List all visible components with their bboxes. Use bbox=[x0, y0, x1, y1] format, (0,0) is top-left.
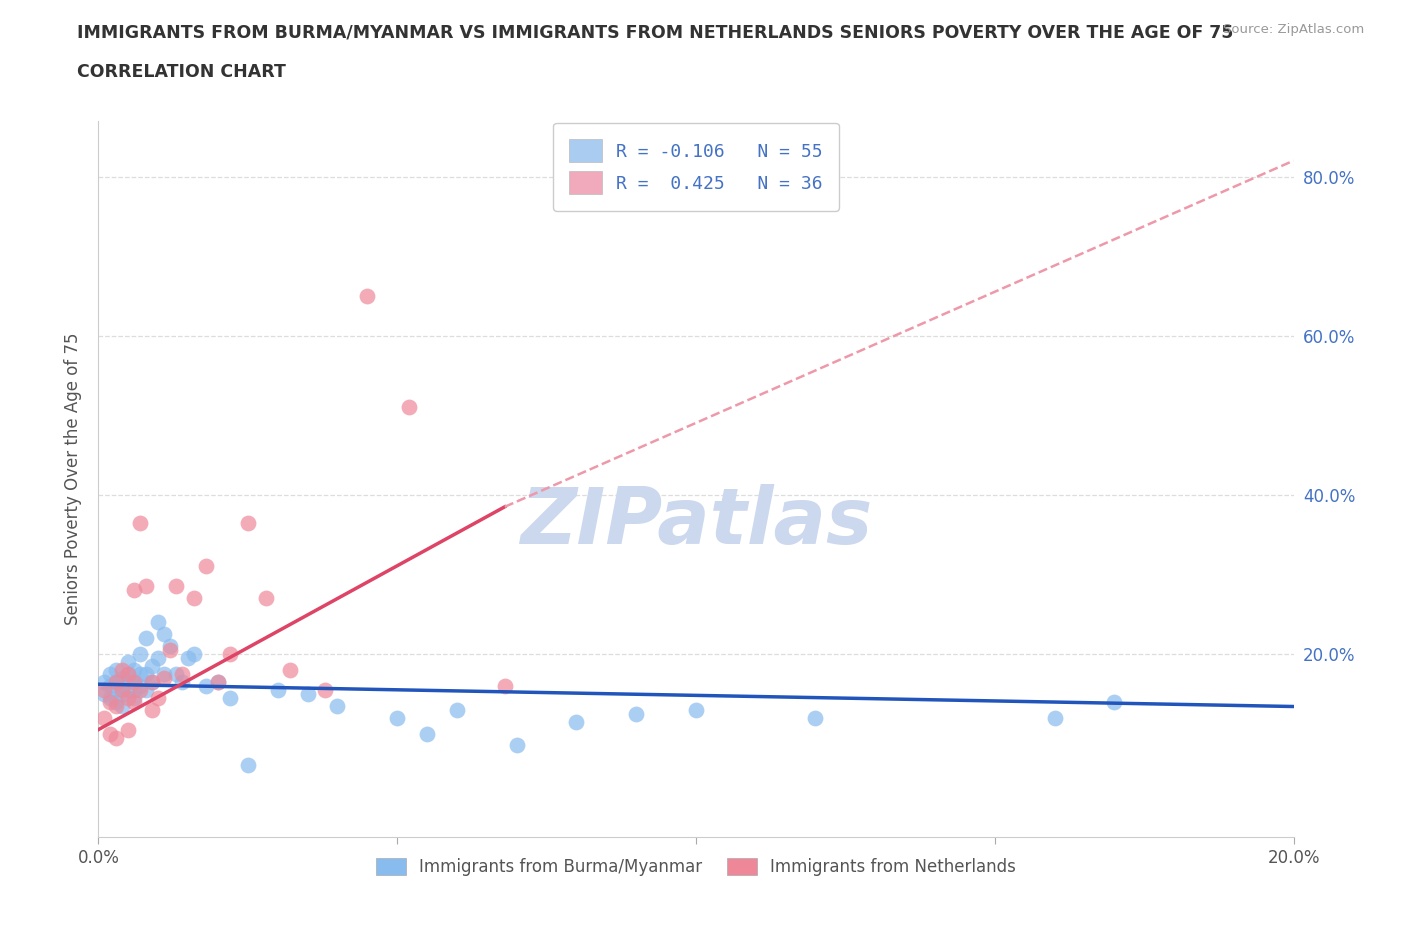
Text: CORRELATION CHART: CORRELATION CHART bbox=[77, 63, 287, 81]
Point bbox=[111, 683, 134, 698]
Point bbox=[141, 674, 163, 689]
Point bbox=[177, 651, 200, 666]
Point bbox=[148, 690, 170, 705]
Point bbox=[98, 726, 122, 741]
Point bbox=[124, 583, 146, 598]
Point bbox=[124, 690, 146, 705]
Point bbox=[165, 578, 187, 594]
Point bbox=[236, 515, 259, 530]
Text: Source: ZipAtlas.com: Source: ZipAtlas.com bbox=[1223, 23, 1364, 36]
Point bbox=[153, 671, 176, 685]
Point bbox=[195, 678, 218, 693]
Point bbox=[135, 683, 157, 698]
Point bbox=[111, 662, 134, 677]
Point bbox=[685, 702, 707, 717]
Point bbox=[124, 674, 146, 689]
Point bbox=[129, 678, 152, 693]
Point bbox=[129, 515, 152, 530]
Point bbox=[129, 646, 152, 661]
Point bbox=[93, 711, 115, 725]
Point bbox=[446, 702, 468, 717]
Point bbox=[111, 686, 134, 701]
Point bbox=[494, 678, 516, 693]
Point bbox=[141, 674, 163, 689]
Point bbox=[626, 706, 648, 721]
Point bbox=[804, 711, 827, 725]
Point bbox=[105, 662, 128, 677]
Point bbox=[385, 711, 409, 725]
Point bbox=[124, 695, 146, 710]
Point bbox=[278, 662, 301, 677]
Point bbox=[124, 662, 146, 677]
Point bbox=[98, 690, 122, 705]
Point bbox=[297, 686, 319, 701]
Point bbox=[183, 646, 205, 661]
Text: IMMIGRANTS FROM BURMA/MYANMAR VS IMMIGRANTS FROM NETHERLANDS SENIORS POVERTY OVE: IMMIGRANTS FROM BURMA/MYANMAR VS IMMIGRA… bbox=[77, 23, 1233, 41]
Point bbox=[93, 686, 115, 701]
Point bbox=[398, 400, 420, 415]
Point bbox=[135, 631, 157, 645]
Point bbox=[153, 627, 176, 642]
Point bbox=[105, 695, 128, 710]
Point bbox=[117, 690, 139, 705]
Point bbox=[111, 678, 134, 693]
Point bbox=[135, 667, 157, 682]
Point bbox=[356, 288, 378, 303]
Point bbox=[105, 683, 128, 698]
Point bbox=[98, 695, 122, 710]
Point bbox=[159, 643, 181, 658]
Point bbox=[254, 591, 277, 605]
Point bbox=[159, 639, 181, 654]
Point bbox=[124, 674, 146, 689]
Point bbox=[267, 683, 290, 698]
Point bbox=[141, 702, 163, 717]
Point bbox=[117, 655, 139, 670]
Point bbox=[93, 674, 115, 689]
Point bbox=[565, 714, 588, 729]
Point bbox=[172, 667, 194, 682]
Point bbox=[117, 722, 139, 737]
Point bbox=[117, 674, 139, 689]
Point bbox=[326, 698, 349, 713]
Point bbox=[111, 671, 134, 685]
Point bbox=[219, 646, 242, 661]
Point bbox=[219, 690, 242, 705]
Point bbox=[98, 667, 122, 682]
Point bbox=[117, 683, 139, 698]
Point bbox=[105, 674, 128, 689]
Point bbox=[207, 674, 229, 689]
Point bbox=[1104, 695, 1126, 710]
Point bbox=[117, 667, 139, 682]
Point bbox=[135, 578, 157, 594]
Point bbox=[195, 559, 218, 574]
Point bbox=[172, 674, 194, 689]
Point bbox=[93, 683, 115, 698]
Legend: Immigrants from Burma/Myanmar, Immigrants from Netherlands: Immigrants from Burma/Myanmar, Immigrant… bbox=[368, 851, 1024, 883]
Point bbox=[129, 683, 152, 698]
Point bbox=[124, 683, 146, 698]
Point bbox=[165, 667, 187, 682]
Point bbox=[416, 726, 439, 741]
Point bbox=[148, 615, 170, 630]
Point bbox=[129, 667, 152, 682]
Point bbox=[148, 651, 170, 666]
Text: ZIPatlas: ZIPatlas bbox=[520, 484, 872, 560]
Point bbox=[105, 674, 128, 689]
Point bbox=[105, 698, 128, 713]
Point bbox=[207, 674, 229, 689]
Point bbox=[105, 730, 128, 745]
Point bbox=[117, 667, 139, 682]
Point bbox=[141, 658, 163, 673]
Point bbox=[236, 758, 259, 773]
Point bbox=[153, 667, 176, 682]
Point bbox=[1043, 711, 1066, 725]
Point bbox=[98, 678, 122, 693]
Y-axis label: Seniors Poverty Over the Age of 75: Seniors Poverty Over the Age of 75 bbox=[65, 333, 83, 625]
Point bbox=[315, 683, 337, 698]
Point bbox=[111, 698, 134, 713]
Point bbox=[506, 738, 529, 753]
Point bbox=[183, 591, 205, 605]
